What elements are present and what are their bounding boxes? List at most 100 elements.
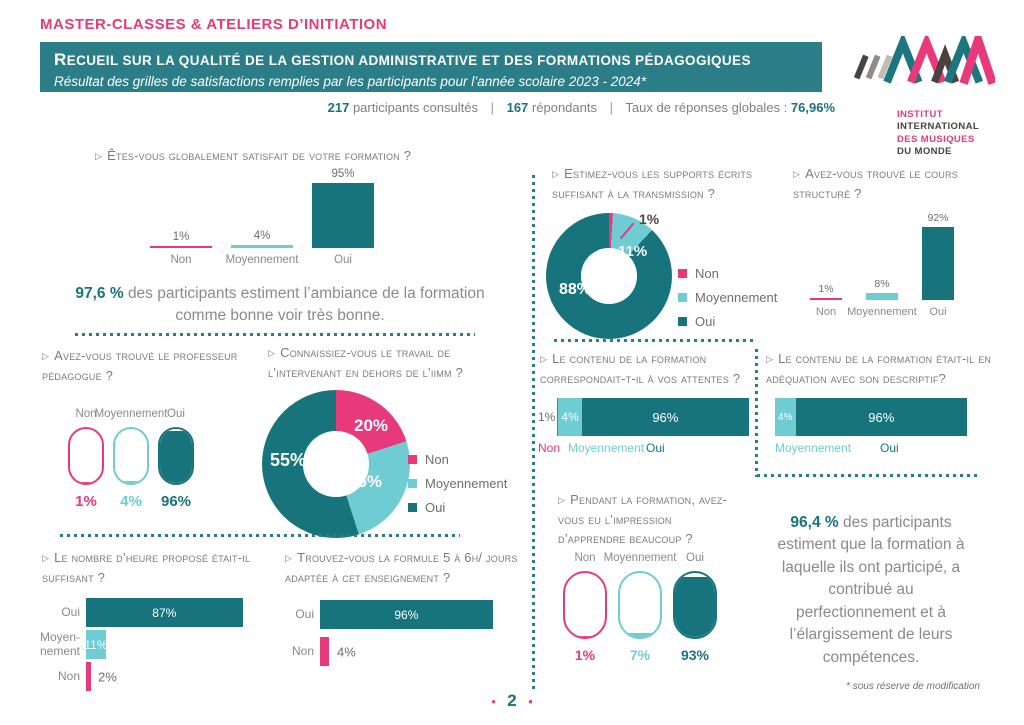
bar-oui (922, 227, 954, 300)
highlight-text: des participants estiment que la formati… (777, 514, 965, 666)
pill-fill (565, 636, 605, 637)
pill-value-label: 1% (75, 493, 97, 510)
bar-value-label: 1% (818, 283, 834, 295)
bar-category-label: Non (815, 306, 837, 318)
legend-item: Moyennement (678, 290, 777, 305)
consulted-label: participants consultés (352, 100, 478, 115)
logo-wordmark: INSTITUT INTERNATIONAL DES MUSIQUES DU M… (897, 109, 995, 158)
question-title-apprendre: Pendant la formation, avez-vous eu l’imp… (558, 490, 738, 549)
triangle-bullet-icon (540, 351, 552, 366)
pill-category-label: Oui (686, 552, 704, 564)
header-banner: Recueil sur la qualité de la gestion adm… (40, 42, 822, 92)
logo-line: INTERNATIONAL (897, 121, 980, 133)
bar-column-non: 1% Non (798, 212, 854, 318)
triangle-bullet-icon (552, 166, 564, 181)
bar-column-oui: 95% Oui (312, 168, 374, 266)
stack-segment-non (557, 398, 559, 436)
hbar-category-label: Oui (295, 606, 314, 621)
question-title-attentes: Le contenu de la formation correspondait… (540, 349, 768, 388)
pill-category-label: Oui (167, 408, 185, 420)
pill-value-label: 93% (680, 647, 710, 663)
chart-professeur-pedagogue: Non 1% Moyennement 4% Oui 96% (66, 408, 196, 510)
pill-column-moyennement: Moyennement 7% (604, 552, 677, 663)
hbar-row-non: Non 2% (30, 662, 266, 691)
bar-value-label: 92% (927, 212, 949, 224)
legend-swatch-icon (678, 317, 687, 326)
page-kicker: MASTER-CLASSES & ATELIERS D’INITIATION (40, 16, 388, 33)
stats-separator: | (490, 100, 494, 115)
legend-item: Oui (408, 500, 507, 515)
pill-column-moyennement: Moyennement 4% (95, 408, 168, 510)
rate-value: 76,96% (790, 100, 835, 115)
highlight-text: des participants estiment l’ambiance de … (127, 285, 485, 325)
hbar-non (320, 637, 329, 666)
highlight-ambiance: 97,6 % des participants estiment l’ambia… (50, 283, 510, 328)
triangle-bullet-icon (95, 148, 107, 163)
hbar-row-non: Non 4% (278, 637, 500, 666)
legend-item: Moyennement (408, 476, 507, 491)
pill-category-label: Non (75, 408, 97, 420)
stack-category-label: Oui (880, 441, 899, 455)
hbar-category-label: Oui (61, 604, 80, 619)
donut-value-label: 88% (559, 281, 592, 298)
stack-category-labels: Moyennement Oui (775, 441, 975, 457)
bar-category-label: Oui (334, 254, 352, 266)
donut-value-label: 11% (618, 243, 648, 260)
hbar-oui: 96% (320, 600, 493, 629)
highlight-value: 97,6 % (75, 285, 124, 302)
chart-cours-structure: 1% Non 8% Moyennement 92% Oui (798, 212, 966, 318)
pill-value-label: 1% (574, 647, 596, 663)
stack-segment-oui: 96% (795, 398, 967, 436)
pill-category-label: Moyennement (603, 552, 677, 564)
hbar-value-label: 4% (337, 644, 356, 659)
pill-column-oui: Oui 93% (672, 552, 718, 663)
logo-line: DU MONDE (897, 146, 952, 158)
triangle-bullet-icon (558, 492, 570, 507)
pill-fill (70, 482, 102, 483)
stacked-bar-descriptif: 4% 96% (775, 398, 967, 436)
legend-item: Non (408, 452, 507, 467)
hbar-category-label: Non (57, 668, 80, 683)
question-title-supports: Estimez-vous les supports écrits suffisa… (552, 164, 782, 203)
donut-value-label: 1% (639, 211, 660, 227)
legend-swatch-icon (408, 479, 417, 488)
hbar-value-label: 2% (98, 669, 117, 684)
chart-satisfaction-globale: 1% Non 4% Moyennement 95% Oui (150, 168, 374, 266)
pill-fill (115, 480, 147, 483)
legend-label: Non (425, 452, 449, 467)
stack-segment-moyennement: 4% (775, 398, 796, 436)
hbar-row-oui: Oui 96% (278, 600, 500, 629)
bar-value-label: 4% (253, 229, 271, 242)
pill-category-label: Moyennement (94, 408, 168, 420)
question-title-professeur: Avez-vous trouvé le professeur pédagogue… (42, 346, 260, 385)
pill-gauge-non (563, 571, 607, 639)
bar-value-label: 95% (331, 168, 355, 180)
pill-fill (675, 577, 715, 637)
banner-subtitle: Résultat des grilles de satisfactions re… (54, 73, 647, 89)
chart-apprendre-beaucoup: Non 1% Moyennement 7% Oui 93% (562, 552, 718, 663)
triangle-bullet-icon (42, 550, 54, 565)
dotted-separator (532, 175, 535, 690)
stack-category-label: Non (538, 441, 561, 455)
donut-value-label: 20% (354, 416, 389, 435)
pill-value-label: 4% (120, 493, 142, 510)
pill-gauge-moyennement (618, 571, 662, 639)
pill-column-non: Non 1% (562, 552, 608, 663)
stats-separator: | (609, 100, 613, 115)
pill-category-label: Non (574, 552, 596, 564)
triangle-bullet-icon (42, 348, 54, 363)
triangle-bullet-icon (793, 166, 805, 181)
legend-label: Non (695, 266, 719, 281)
legend-swatch-icon (408, 503, 417, 512)
triangle-bullet-icon (766, 351, 778, 366)
stack-segment-moyennement: 4% (558, 398, 582, 436)
chart-nombre-heures: Oui 87% Moyen- nement 11% Non 2% (30, 598, 266, 694)
bar-category-label: Moyennement (847, 306, 917, 318)
question-title-satisfaction: Êtes-vous globalement satisfait de votre… (95, 146, 411, 166)
logo-line: DES MUSIQUES (897, 133, 975, 145)
legend-supports-ecrits: Non Moyennement Oui (678, 266, 777, 338)
bar-category-label: Non (170, 254, 192, 266)
bar-column-non: 1% Non (150, 168, 212, 266)
rate-label: Taux de réponses globales : (625, 100, 788, 115)
